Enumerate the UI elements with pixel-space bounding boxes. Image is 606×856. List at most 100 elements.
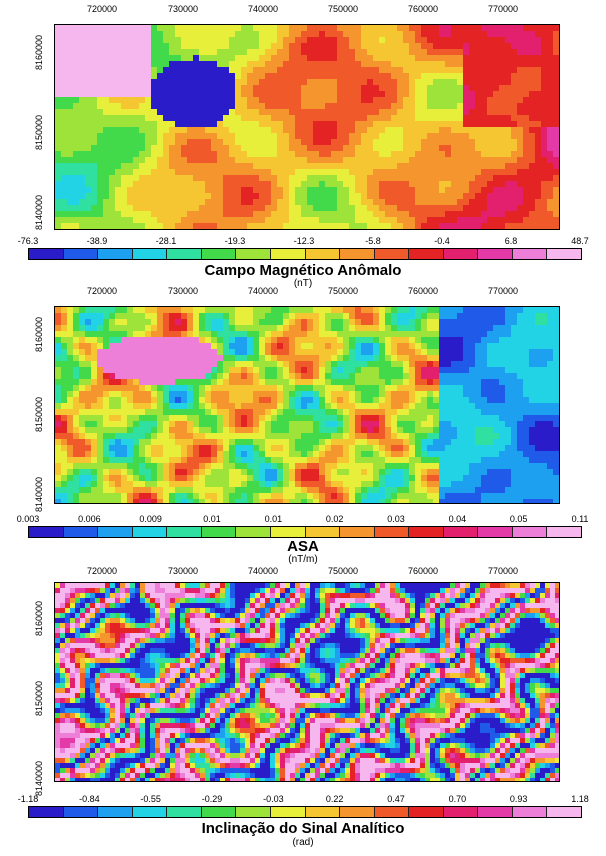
scale-label: 0.04	[448, 514, 467, 524]
scale-swatch	[167, 249, 202, 259]
scale-label: 0.70	[448, 794, 467, 804]
scale-label: 48.7	[571, 236, 589, 246]
scale-swatch	[29, 527, 64, 537]
y-tick: 8150000	[34, 680, 44, 716]
scale-swatch	[374, 807, 410, 817]
scale-label: -0.03	[263, 794, 284, 804]
scale-swatch	[443, 527, 479, 537]
scale-swatch	[374, 249, 410, 259]
map-title: Inclinação do Sinal Analítico	[201, 820, 405, 837]
scale-label: -28.1	[155, 236, 177, 246]
map-unit: (rad)	[292, 837, 314, 848]
scale-label: 0.006	[78, 514, 101, 524]
x-tick: 750000	[327, 566, 359, 576]
scale-label: -38.9	[86, 236, 108, 246]
scale-swatch	[201, 249, 237, 259]
x-tick: 730000	[167, 4, 199, 14]
scale-swatch	[132, 807, 168, 817]
scale-swatch	[167, 807, 202, 817]
scale-swatch	[270, 807, 306, 817]
scale-swatch	[443, 807, 479, 817]
scale-swatch	[374, 527, 410, 537]
scale-swatch	[547, 527, 581, 537]
scale-swatch	[340, 807, 375, 817]
x-tick: 740000	[247, 4, 279, 14]
scale-label: 0.03	[387, 514, 405, 524]
scale-label: -0.4	[434, 236, 450, 246]
map-unit: (nT)	[293, 278, 313, 289]
x-tick: 770000	[487, 286, 519, 296]
map-unit: (nT/m)	[288, 554, 318, 565]
scale-swatch	[236, 249, 271, 259]
scale-swatch	[340, 249, 375, 259]
scale-swatch	[409, 807, 444, 817]
scale-swatch	[547, 807, 581, 817]
scale-swatch	[236, 807, 271, 817]
scale-swatch	[478, 527, 513, 537]
x-tick: 770000	[487, 4, 519, 14]
x-tick: 760000	[407, 566, 439, 576]
scale-label: -0.84	[79, 794, 100, 804]
scale-swatch	[236, 527, 271, 537]
x-tick: 760000	[407, 4, 439, 14]
x-tick: 730000	[167, 286, 199, 296]
scale-swatch	[98, 249, 133, 259]
scale-swatch	[132, 527, 168, 537]
scale-label: 0.47	[387, 794, 405, 804]
map-panel-tilt: 720000 730000 740000 750000 760000 77000…	[0, 562, 606, 856]
scale-label: 0.01	[264, 514, 283, 524]
scale-swatch	[63, 527, 99, 537]
scale-swatch	[270, 527, 306, 537]
x-tick: 720000	[86, 566, 118, 576]
scale-label: -0.55	[140, 794, 161, 804]
scale-swatch	[305, 249, 341, 259]
map-title: Campo Magnético Anômalo	[204, 262, 402, 279]
scale-swatch	[512, 527, 548, 537]
scale-swatch	[29, 249, 64, 259]
scale-swatch	[98, 807, 133, 817]
x-tick: 760000	[407, 286, 439, 296]
asa-map	[54, 306, 560, 504]
scale-label: -1.18	[17, 794, 39, 804]
scale-label: 0.009	[139, 514, 162, 524]
scale-swatch	[409, 249, 444, 259]
scale-label: -5.8	[365, 236, 381, 246]
scale-swatch	[132, 249, 168, 259]
color-scale-bar	[28, 248, 582, 260]
scale-swatch	[409, 527, 444, 537]
y-tick: 8140000	[34, 194, 44, 230]
scale-label: 0.02	[325, 514, 344, 524]
map-panel-tmi: 720000 730000 740000 750000 760000 77000…	[0, 0, 606, 290]
x-tick: 740000	[247, 566, 279, 576]
scale-swatch	[512, 807, 548, 817]
scale-swatch	[167, 527, 202, 537]
scale-swatch	[512, 249, 548, 259]
map-title: ASA	[287, 538, 319, 555]
scale-label: 0.05	[509, 514, 528, 524]
x-tick: 770000	[487, 566, 519, 576]
y-tick: 8160000	[34, 34, 44, 70]
tilt-derivative-map	[54, 582, 560, 782]
scale-label: 0.22	[325, 794, 344, 804]
x-tick: 720000	[86, 4, 118, 14]
scale-swatch	[63, 807, 99, 817]
scale-label: 0.003	[16, 514, 40, 524]
map-panel-asa: 720000 730000 740000 750000 760000 77000…	[0, 282, 606, 572]
scale-swatch	[340, 527, 375, 537]
scale-swatch	[305, 527, 341, 537]
scale-swatch	[478, 807, 513, 817]
color-scale-bar	[28, 526, 582, 538]
scale-swatch	[201, 807, 237, 817]
scale-label: 0.01	[203, 514, 221, 524]
y-tick: 8160000	[34, 600, 44, 636]
x-tick: 750000	[327, 4, 359, 14]
scale-label: -12.3	[293, 236, 315, 246]
y-tick: 8140000	[34, 760, 44, 796]
scale-swatch	[270, 249, 306, 259]
scale-label: -76.3	[17, 236, 39, 246]
scale-swatch	[547, 249, 581, 259]
x-tick: 730000	[167, 566, 199, 576]
x-tick: 740000	[247, 286, 279, 296]
y-tick: 8160000	[34, 316, 44, 352]
y-tick: 8140000	[34, 476, 44, 512]
